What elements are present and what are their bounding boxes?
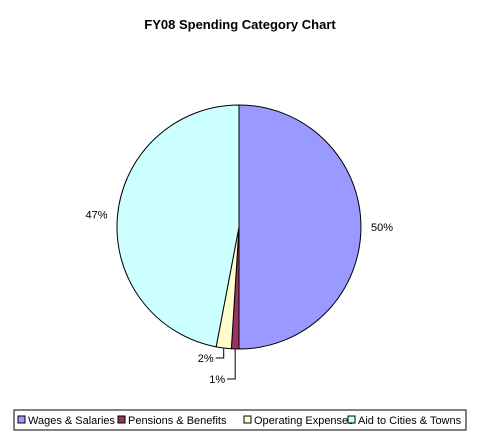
legend-swatch-pensions-and-benefits — [117, 415, 126, 424]
leader-line-pensions-and-benefits — [227, 348, 236, 380]
legend-frame — [13, 409, 467, 431]
legend-label-pensions-and-benefits: Pensions & Benefits — [128, 415, 227, 427]
leader-line-operating-expenses — [215, 348, 225, 359]
pie-slice-wages-and-salaries — [238, 104, 362, 350]
legend-swatch-wages-and-salaries — [17, 415, 26, 424]
chart-title: FY08 Spending Category Chart — [144, 17, 336, 32]
slice-labels: 50% 1% 2% 47% — [86, 210, 394, 386]
legend: Wages & Salaries Pensions & Benefits Opera… — [13, 409, 467, 431]
legend-label-aid-to-cities-and-towns: Aid to Cities & Towns — [358, 415, 462, 427]
label-leaders — [215, 348, 236, 380]
pie-slice-aid-to-cities-and-towns — [116, 104, 240, 348]
slice-label-pensions-and-benefits: 1% — [209, 374, 225, 386]
legend-label-wages-and-salaries: Wages & Salaries — [28, 415, 116, 427]
legend-swatch-operating-expenses — [243, 415, 252, 424]
slice-label-aid-to-cities-and-towns: 47% — [86, 210, 108, 222]
legend-swatch-aid-to-cities-and-towns — [347, 415, 356, 424]
slice-label-operating-expenses: 2% — [198, 353, 214, 365]
legend-label-operating-expenses: Operating Expenses — [254, 415, 354, 427]
slice-label-wages-and-salaries: 50% — [371, 222, 393, 234]
pie-slices — [116, 104, 362, 350]
